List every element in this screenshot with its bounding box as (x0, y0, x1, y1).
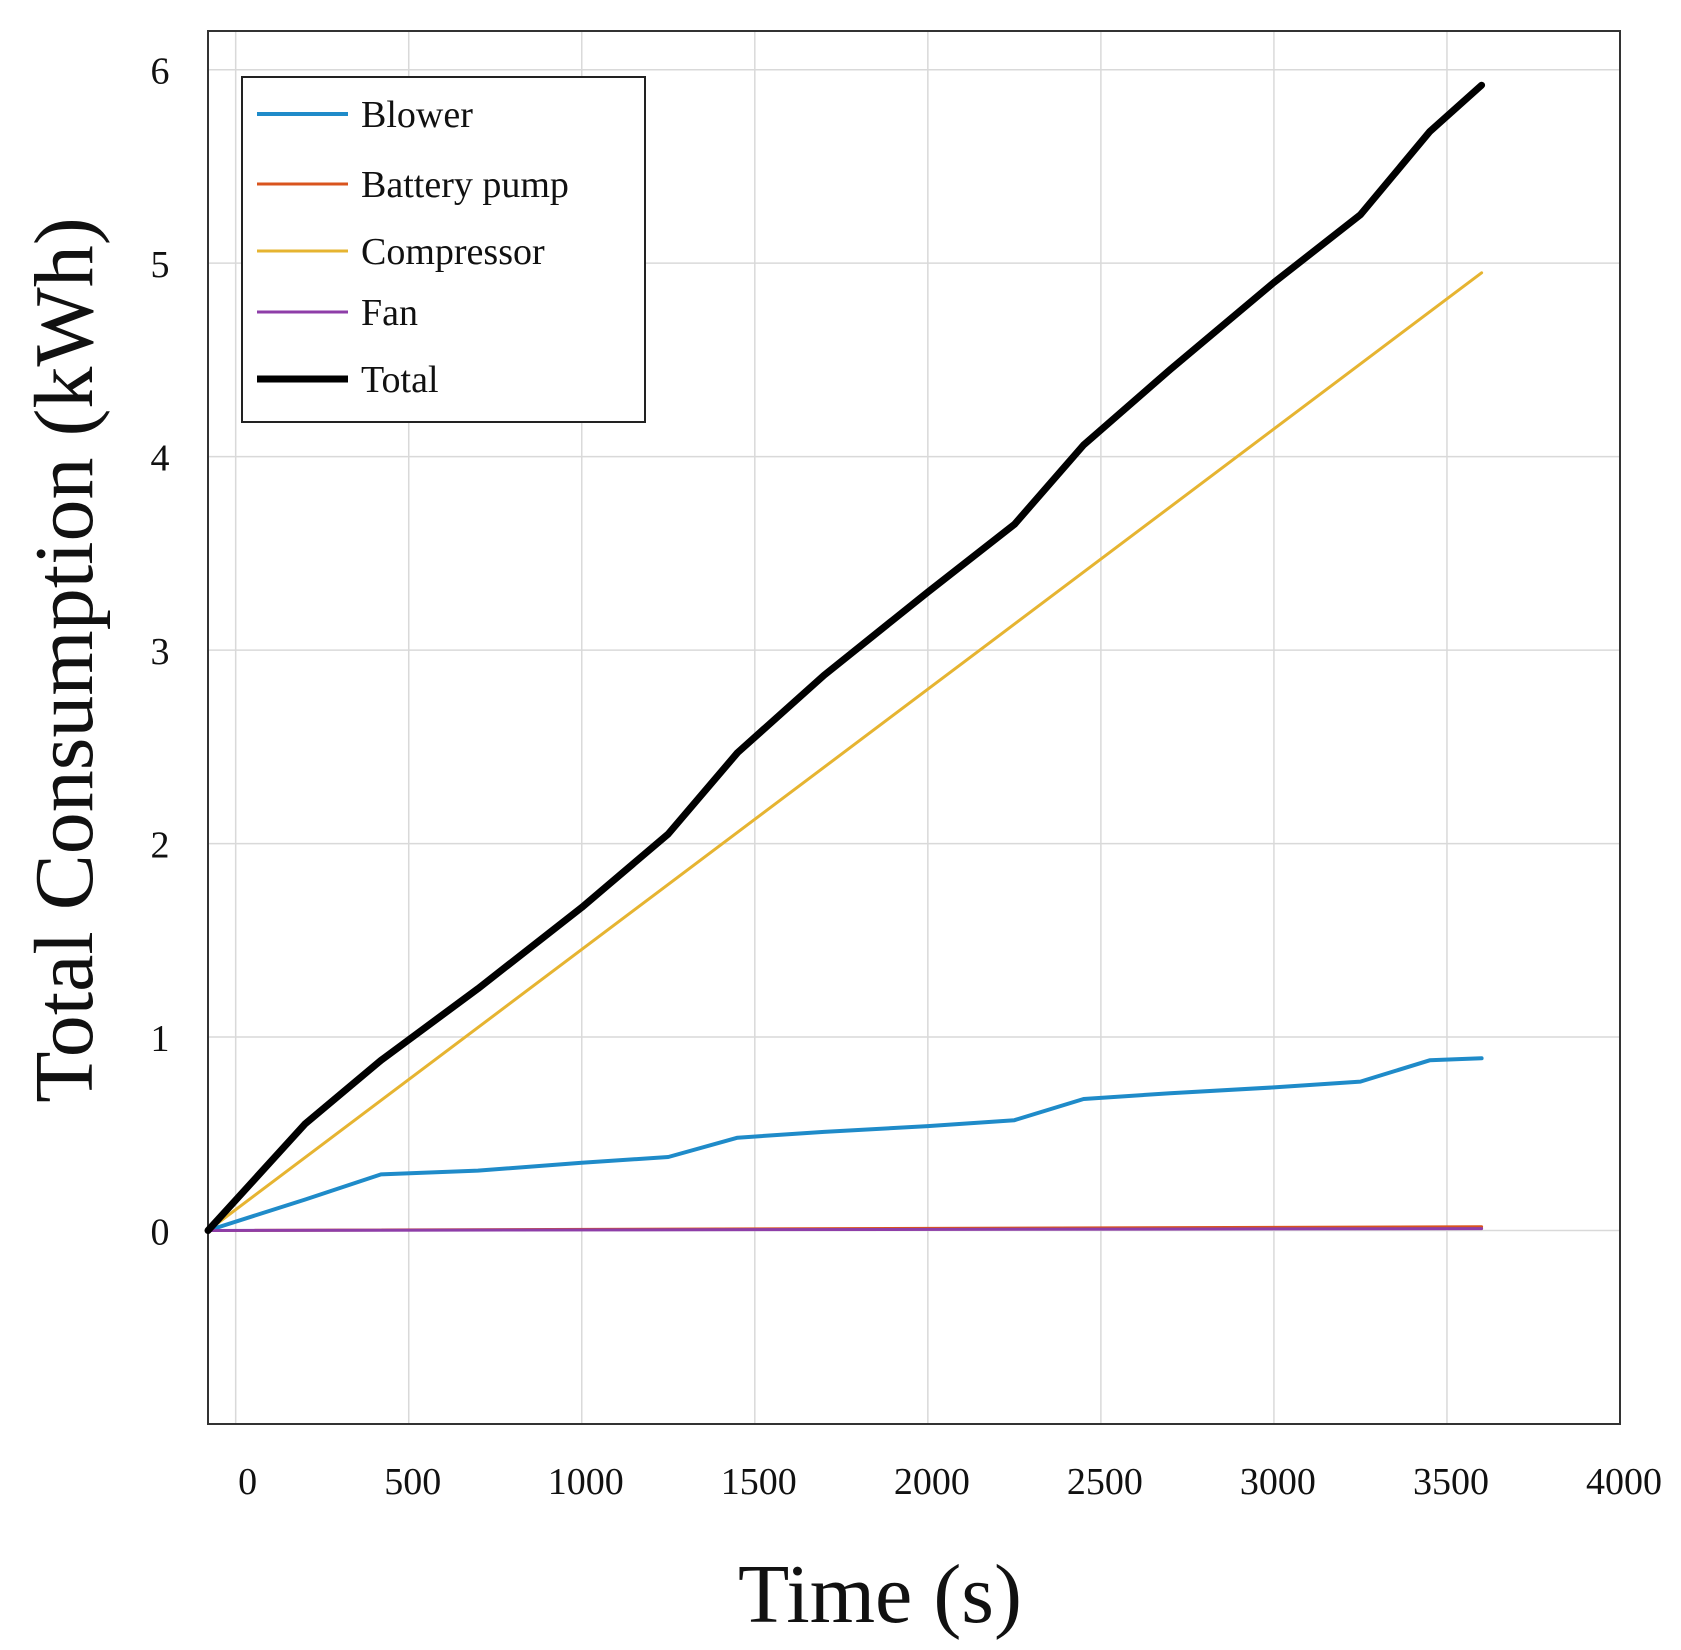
x-tick-label: 3500 (1413, 1461, 1489, 1503)
legend-label-total: Total (361, 359, 439, 401)
y-tick-label: 1 (151, 1018, 170, 1060)
x-tick-label: 2000 (894, 1461, 970, 1503)
y-tick-label: 3 (151, 631, 170, 673)
x-tick-label: 0 (238, 1461, 257, 1503)
y-tick-label: 4 (151, 438, 170, 480)
x-tick-label: 3000 (1240, 1461, 1316, 1503)
x-tick-label: 1000 (548, 1461, 624, 1503)
legend-label-blower: Blower (361, 94, 473, 136)
plot-frame (207, 30, 1621, 1425)
x-tick-label: 4000 (1586, 1461, 1662, 1503)
series-line-blower (206, 1056, 1484, 1233)
y-axis-title: Total Consumption (kWh) (18, 217, 111, 1102)
y-tick-label: 2 (151, 825, 170, 867)
legend: Blower Battery pump Compressor Fan Total (241, 76, 646, 423)
x-axis-title: Time (s) (738, 1548, 1022, 1641)
x-tick-label: 2500 (1067, 1461, 1143, 1503)
series-line-fan (206, 1227, 1484, 1232)
y-tick-label: 5 (151, 244, 170, 286)
x-tick-label: 1500 (721, 1461, 797, 1503)
legend-label-battery-pump: Battery pump (361, 164, 569, 206)
y-tick-label: 6 (151, 51, 170, 93)
series-lines (204, 81, 1486, 1234)
legend-label-fan: Fan (361, 292, 418, 334)
x-tick-labels: 0 500 1000 1500 2000 2500 3000 3500 4000 (238, 1461, 1662, 1503)
y-tick-labels: 0 1 2 3 4 5 6 (151, 51, 170, 1254)
x-tick-label: 500 (384, 1461, 441, 1503)
y-tick-label: 0 (151, 1212, 170, 1254)
legend-label-compressor: Compressor (361, 231, 545, 273)
series-line-compressor (206, 271, 1484, 1232)
grid (208, 31, 1620, 1424)
series-line-total (204, 81, 1486, 1234)
